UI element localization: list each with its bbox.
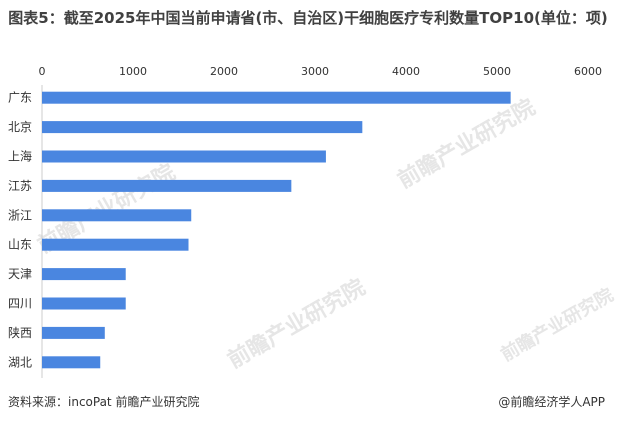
category-label: 北京: [8, 120, 32, 134]
category-label: 四川: [8, 297, 32, 311]
footer: 资料来源：incoPat 前瞻产业研究院 @前瞻经济学人APP: [8, 393, 609, 413]
category-label: 广东: [8, 91, 32, 105]
category-label: 湖北: [8, 354, 32, 369]
bar: [42, 238, 189, 251]
x-tick-label: 0: [39, 65, 46, 78]
category-label: 山东: [8, 238, 32, 252]
bar: [42, 179, 292, 192]
x-axis-ticks: 0 1000 2000 3000 4000 5000 6000: [39, 65, 603, 78]
category-label: 陕西: [8, 325, 32, 340]
category-label: 上海: [8, 149, 32, 164]
x-tick-label: 3000: [301, 65, 329, 78]
bar: [42, 209, 192, 222]
bar: [42, 121, 363, 134]
chart-title: 图表5：截至2025年中国当前申请省(市、自治区)干细胞医疗专利数量TOP10(…: [8, 9, 608, 27]
x-tick-label: 6000: [574, 65, 602, 78]
bar: [42, 297, 126, 310]
x-tick-label: 2000: [210, 65, 238, 78]
x-tick-label: 5000: [483, 65, 511, 78]
watermark-text: 前瞻产业研究院: [393, 94, 539, 194]
category-label: 江苏: [8, 179, 32, 193]
bar: [42, 150, 326, 163]
x-tick-label: 1000: [119, 65, 147, 78]
category-label: 天津: [8, 267, 32, 281]
bars-group: [42, 91, 511, 369]
category-label: 浙江: [8, 208, 32, 222]
watermark-text: 前瞻产业研究院: [223, 274, 369, 374]
bar: [42, 91, 511, 104]
bar: [42, 356, 101, 369]
x-tick-label: 4000: [392, 65, 420, 78]
bar: [42, 268, 126, 281]
watermark-text: 前瞻产业研究院: [497, 284, 617, 366]
source-note: 资料来源：incoPat 前瞻产业研究院: [8, 395, 200, 409]
bar: [42, 326, 105, 339]
credit-note: @前瞻经济学人APP: [498, 395, 605, 409]
